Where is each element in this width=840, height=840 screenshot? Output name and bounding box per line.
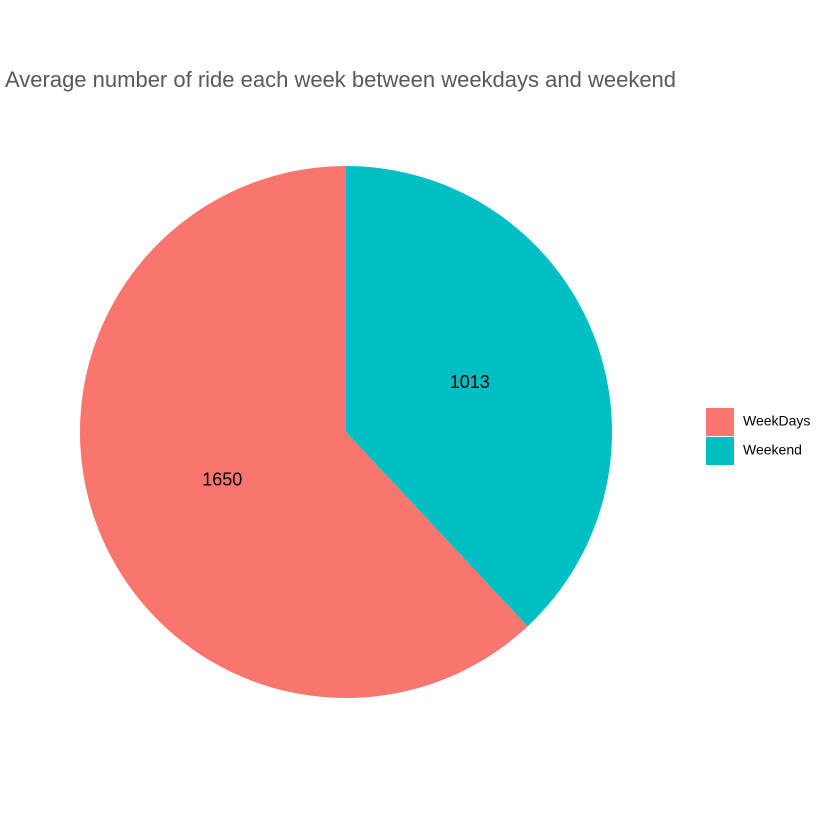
data-label-weekdays: 1650 xyxy=(202,470,242,490)
legend-label-weekend: Weekend xyxy=(743,442,802,458)
legend-key-weekend xyxy=(706,437,734,465)
data-label-weekend: 1013 xyxy=(450,372,490,392)
legend: WeekDays Weekend xyxy=(706,408,810,465)
legend-label-weekdays: WeekDays xyxy=(743,413,810,429)
legend-key-weekdays xyxy=(706,408,734,436)
pie-data-labels: 1650 1013 xyxy=(202,372,489,490)
pie-slice-weekend xyxy=(346,166,613,627)
pie-slice-weekdays xyxy=(80,166,528,699)
chart-title: Average number of ride each week between… xyxy=(5,67,676,92)
pie-slices xyxy=(80,166,613,699)
